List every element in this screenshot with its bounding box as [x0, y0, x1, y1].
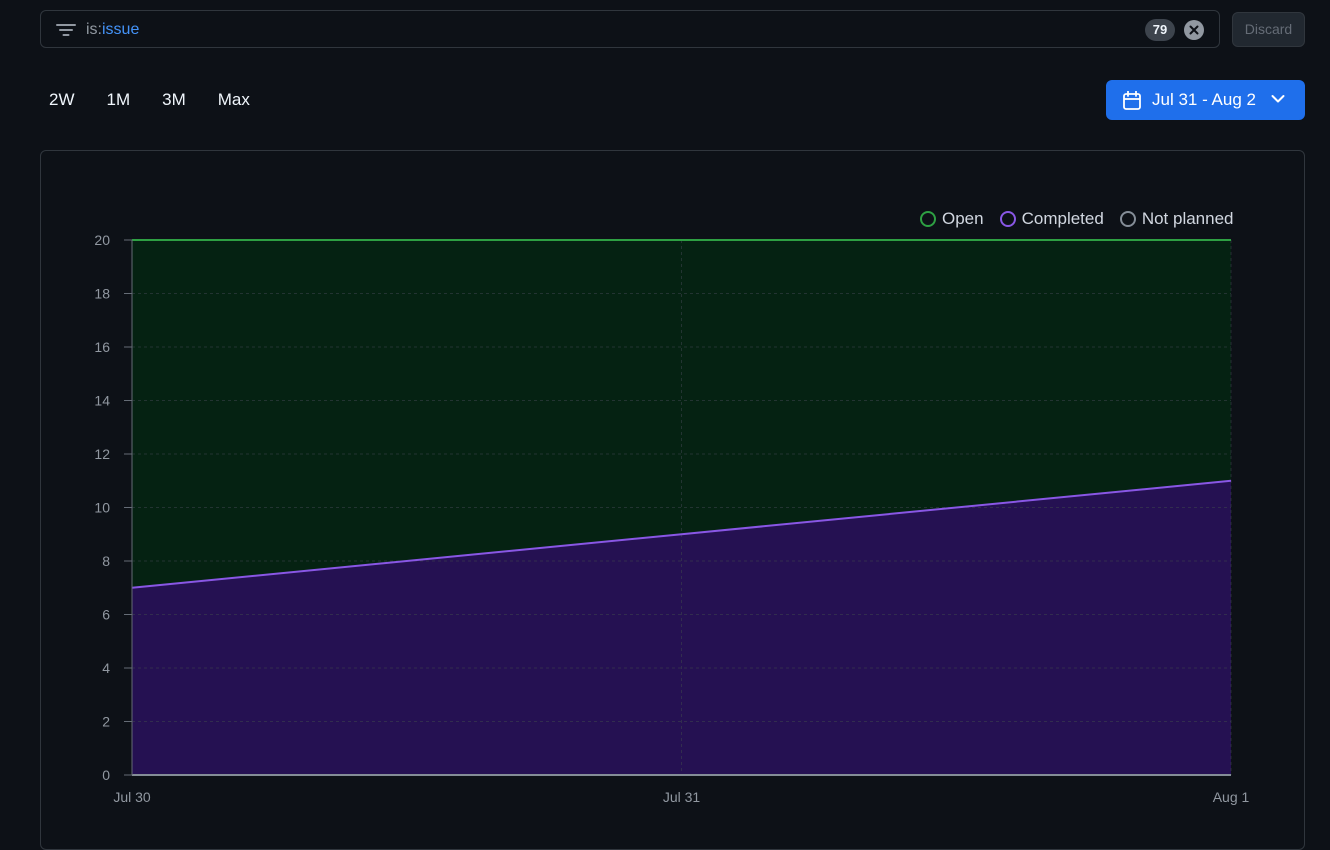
- discard-button[interactable]: Discard: [1232, 12, 1305, 47]
- legend-open-marker: [920, 211, 936, 227]
- legend-open-label: Open: [942, 209, 984, 228]
- legend-item-completed[interactable]: Completed: [999, 208, 1104, 230]
- open-area: [132, 240, 1231, 588]
- y-tick-label: 6: [102, 607, 110, 623]
- y-tick-label: 20: [94, 232, 110, 248]
- legend-completed-label: Completed: [1021, 209, 1104, 228]
- date-range-button[interactable]: Jul 31 - Aug 2: [1106, 80, 1305, 120]
- legend-item-not-planned[interactable]: Not planned: [1119, 208, 1234, 230]
- close-icon: [1189, 25, 1199, 35]
- x-tick-label: Jul 30: [113, 789, 151, 805]
- legend-not-planned-label: Not planned: [1141, 209, 1234, 228]
- date-range-label: Jul 31 - Aug 2: [1152, 90, 1256, 109]
- legend-completed-marker: [999, 211, 1016, 227]
- y-tick-label: 4: [102, 660, 110, 676]
- chevron-down-icon: [1271, 95, 1285, 103]
- y-tick-label: 2: [102, 714, 110, 730]
- y-tick-label: 10: [94, 500, 110, 516]
- legend-item-open[interactable]: Open: [920, 208, 984, 230]
- filter-bar[interactable]: is:issue 79: [40, 10, 1220, 48]
- filter-value: issue: [102, 21, 140, 38]
- range-tab-1m[interactable]: 1M: [106, 90, 131, 109]
- completed-series-line: [131, 479, 1232, 589]
- x-tick-label: Aug 1: [1213, 789, 1250, 805]
- y-tick-label: 16: [94, 339, 110, 355]
- filter-query[interactable]: is:issue: [86, 21, 139, 39]
- filter-qualifier: is:: [86, 21, 102, 38]
- range-tab-3m[interactable]: 3M: [162, 90, 186, 109]
- y-tick-label: 14: [94, 393, 110, 409]
- range-tab-max[interactable]: Max: [217, 90, 250, 109]
- chart-legend: Open Completed Not planned: [920, 208, 1234, 230]
- y-tick-label: 0: [102, 767, 110, 783]
- completed-area: [132, 480, 1231, 775]
- y-tick-label: 12: [94, 446, 110, 462]
- legend-not-planned-marker: [1119, 211, 1136, 227]
- calendar-icon: [1123, 91, 1141, 110]
- clear-filter-button[interactable]: [1184, 20, 1204, 40]
- x-tick-label: Jul 31: [663, 789, 701, 805]
- filter-icon: [56, 24, 76, 36]
- range-tab-2w[interactable]: 2W: [49, 90, 75, 109]
- y-tick-label: 18: [94, 286, 110, 302]
- result-count-badge: 79: [1145, 19, 1175, 41]
- range-tabs: 2W 1M 3M Max: [40, 86, 273, 114]
- y-tick-label: 8: [102, 553, 110, 569]
